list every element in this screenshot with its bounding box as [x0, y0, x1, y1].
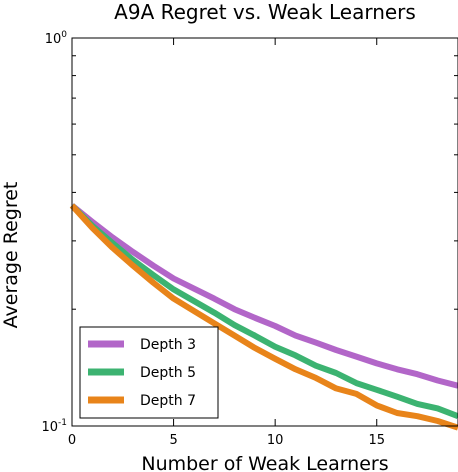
y-tick-base: 10 [45, 32, 62, 47]
y-tick-exponent: -1 [58, 418, 67, 428]
chart-title: A9A Regret vs. Weak Learners [114, 0, 416, 24]
y-tick-label: 100 [45, 30, 68, 47]
legend-label-3: Depth 7 [140, 393, 196, 409]
y-tick-base: 10 [41, 420, 58, 435]
x-tick-label: 15 [368, 433, 385, 448]
y-tick-exponent: 0 [61, 30, 67, 40]
series-line-2 [69, 203, 458, 420]
y-tick-label: 10-1 [41, 418, 67, 435]
series-line-3 [69, 203, 458, 431]
legend: Depth 3 Depth 5 Depth 7 [79, 326, 219, 419]
x-tick-label: 5 [169, 433, 177, 448]
legend-label-1: Depth 3 [140, 337, 196, 353]
legend-label-2: Depth 5 [140, 365, 196, 381]
series-line-1 [70, 203, 458, 389]
x-tick-label: 0 [68, 433, 76, 448]
y-axis-label: Average Regret [0, 182, 22, 329]
x-axis-label: Number of Weak Learners [141, 453, 388, 472]
series-layer [69, 203, 458, 431]
x-tick-label: 10 [267, 433, 284, 448]
plot-frame [71, 37, 458, 427]
